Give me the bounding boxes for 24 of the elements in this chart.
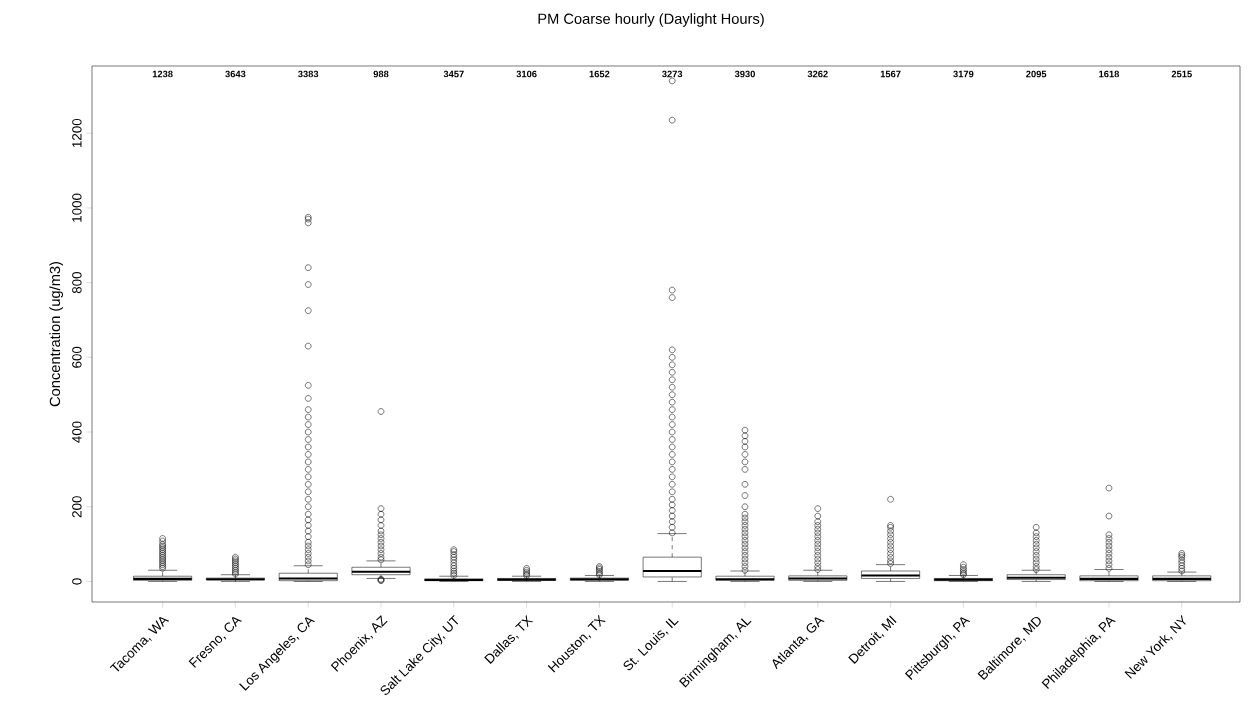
annotation: 988	[373, 70, 389, 78]
y-tick-label: 1000	[72, 193, 82, 222]
annotation: 3179	[953, 70, 974, 78]
y-axis-title: Concentration (ug/m3)	[49, 262, 63, 407]
annotation: 1567	[880, 70, 901, 78]
y-tick-label: 200	[72, 496, 82, 518]
y-tick-label: 600	[72, 346, 82, 368]
annotation: 2095	[1026, 70, 1047, 78]
annotation: 3383	[298, 70, 319, 78]
annotation: 1618	[1099, 70, 1120, 78]
annotation: 1652	[589, 70, 610, 78]
annotation: 3106	[516, 70, 537, 78]
annotation: 3930	[734, 70, 755, 78]
annotation: 3643	[225, 70, 246, 78]
annotation: 3262	[807, 70, 828, 78]
y-tick-label: 400	[72, 421, 82, 444]
annotation: 2515	[1171, 70, 1192, 78]
chart-title: PM Coarse hourly (Daylight Hours)	[538, 13, 764, 27]
annotation: 3457	[443, 70, 464, 78]
y-tick-label: 0	[72, 578, 82, 585]
y-tick-label: 1200	[72, 119, 82, 148]
annotation: 1238	[152, 70, 173, 78]
y-tick-label: 800	[72, 272, 82, 294]
annotation: 3273	[662, 70, 683, 78]
